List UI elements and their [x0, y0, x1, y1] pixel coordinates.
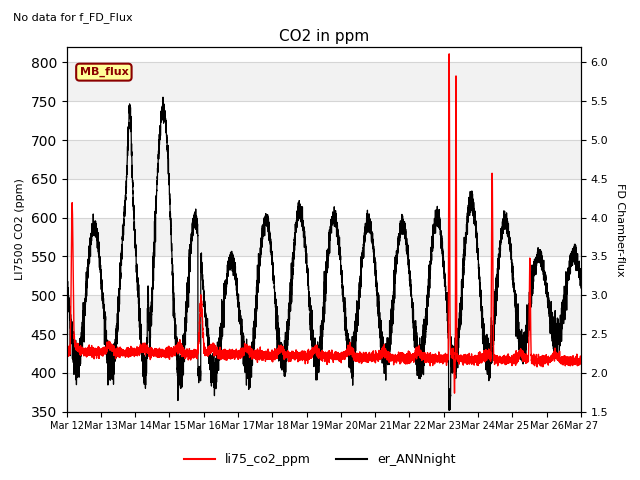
- Y-axis label: FD Chamber-flux: FD Chamber-flux: [615, 182, 625, 276]
- Y-axis label: LI7500 CO2 (ppm): LI7500 CO2 (ppm): [15, 179, 25, 280]
- Legend: li75_co2_ppm, er_ANNnight: li75_co2_ppm, er_ANNnight: [179, 448, 461, 471]
- Bar: [67, 140, 581, 179]
- Bar: [67, 373, 581, 412]
- Bar: [67, 295, 581, 334]
- Bar: [67, 217, 581, 256]
- Text: No data for f_FD_Flux: No data for f_FD_Flux: [13, 12, 132, 23]
- Bar: [67, 62, 581, 101]
- Text: MB_flux: MB_flux: [79, 67, 128, 77]
- Title: CO2 in ppm: CO2 in ppm: [278, 29, 369, 44]
